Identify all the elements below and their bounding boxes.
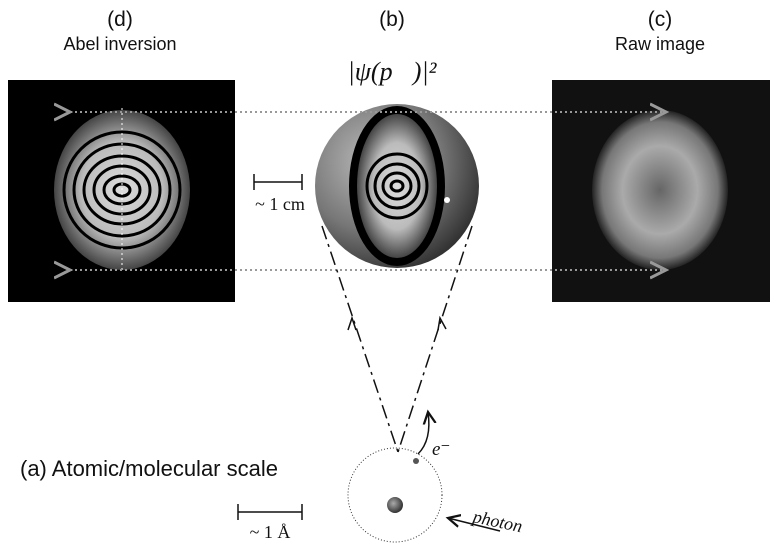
trajectory-arrow: [438, 318, 446, 330]
electron: [413, 458, 419, 464]
formula: |ψ(p⃗)|²: [348, 57, 438, 86]
panel-letter: (b): [379, 8, 405, 31]
panel-letter: (c): [648, 8, 673, 31]
panel-letter: (d): [107, 8, 133, 31]
panel-label: Abel inversion: [63, 34, 176, 54]
angstrom-scale-bar: [238, 504, 302, 520]
figure: (d) Abel inversion (b) |ψ(p⃗)|² (c) Raw …: [0, 0, 772, 545]
electron-label: e⁻: [432, 439, 450, 460]
cm-scale-bar: [254, 174, 302, 190]
nucleus: [387, 497, 403, 513]
panel-label: (a) Atomic/molecular scale: [20, 456, 278, 481]
raw-blob: [592, 110, 728, 270]
trajectory-arrow: [348, 318, 356, 330]
electron-arrow: [418, 412, 429, 454]
sphere-pattern: [357, 114, 437, 258]
atom-orbit: [348, 448, 442, 542]
scale-label: ~ 1 cm: [255, 194, 305, 214]
scale-label: ~ 1 Å: [250, 522, 291, 542]
highlight: [444, 197, 450, 203]
panel-label: Raw image: [615, 34, 705, 54]
photon-label: photon: [469, 506, 524, 536]
